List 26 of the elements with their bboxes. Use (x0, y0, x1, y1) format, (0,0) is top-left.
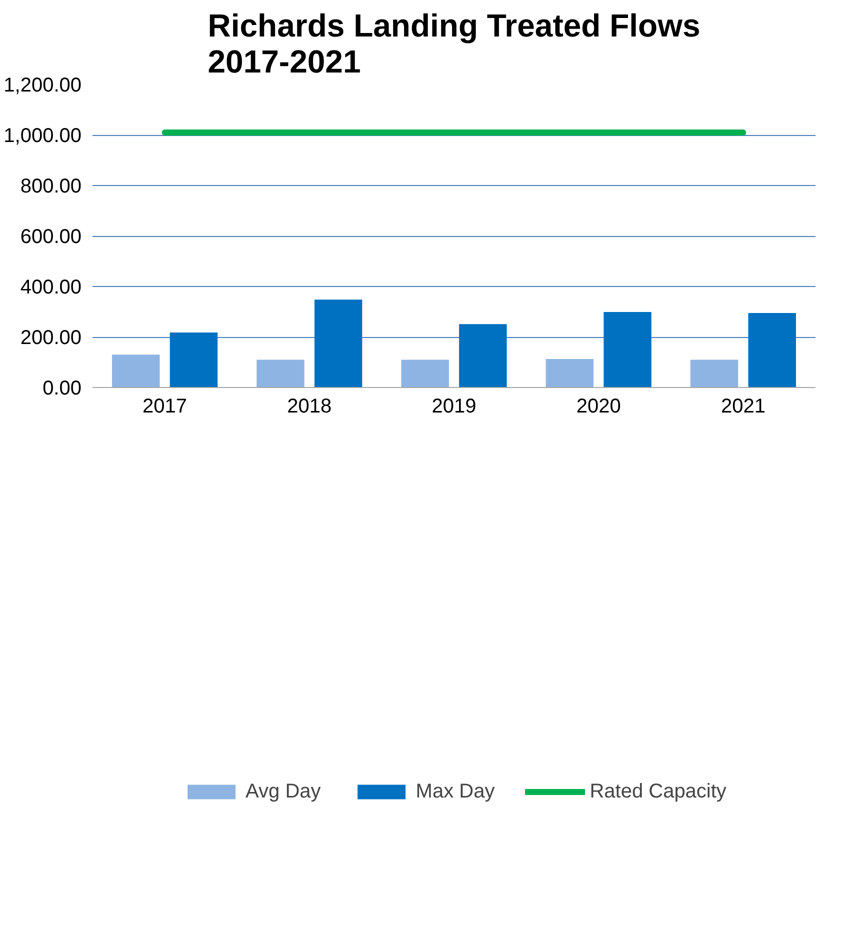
bar (459, 324, 507, 388)
y-tick-label: 400.00 (20, 276, 82, 298)
chart-title: Richards Landing Treated Flows 2017-2021 (208, 8, 700, 80)
legend-label: Max Day (416, 780, 495, 804)
y-tick-label: 800.00 (20, 176, 82, 198)
bar (112, 354, 160, 388)
bar (748, 313, 796, 388)
legend-label: Avg Day (246, 780, 321, 804)
bar (546, 358, 594, 388)
bar (604, 312, 652, 388)
x-tick-label: 2018 (287, 396, 332, 418)
y-tick-label: 1,200.00 (4, 74, 82, 96)
y-tick-label: 0.00 (42, 378, 82, 400)
x-tick-label: 2020 (576, 396, 621, 418)
bar (256, 360, 304, 388)
bar (314, 300, 362, 388)
bar (170, 332, 218, 388)
x-tick-label: 2017 (142, 396, 188, 418)
x-tick-label: 2021 (720, 396, 766, 418)
legend-label: Rated Capacity (590, 780, 726, 804)
y-tick-label: 1,000.00 (4, 125, 82, 147)
bar (401, 360, 449, 388)
x-tick-label: 2019 (432, 396, 476, 418)
y-tick-label: 200.00 (20, 327, 82, 349)
y-tick-label: 600.00 (20, 226, 82, 248)
bar (690, 360, 738, 388)
